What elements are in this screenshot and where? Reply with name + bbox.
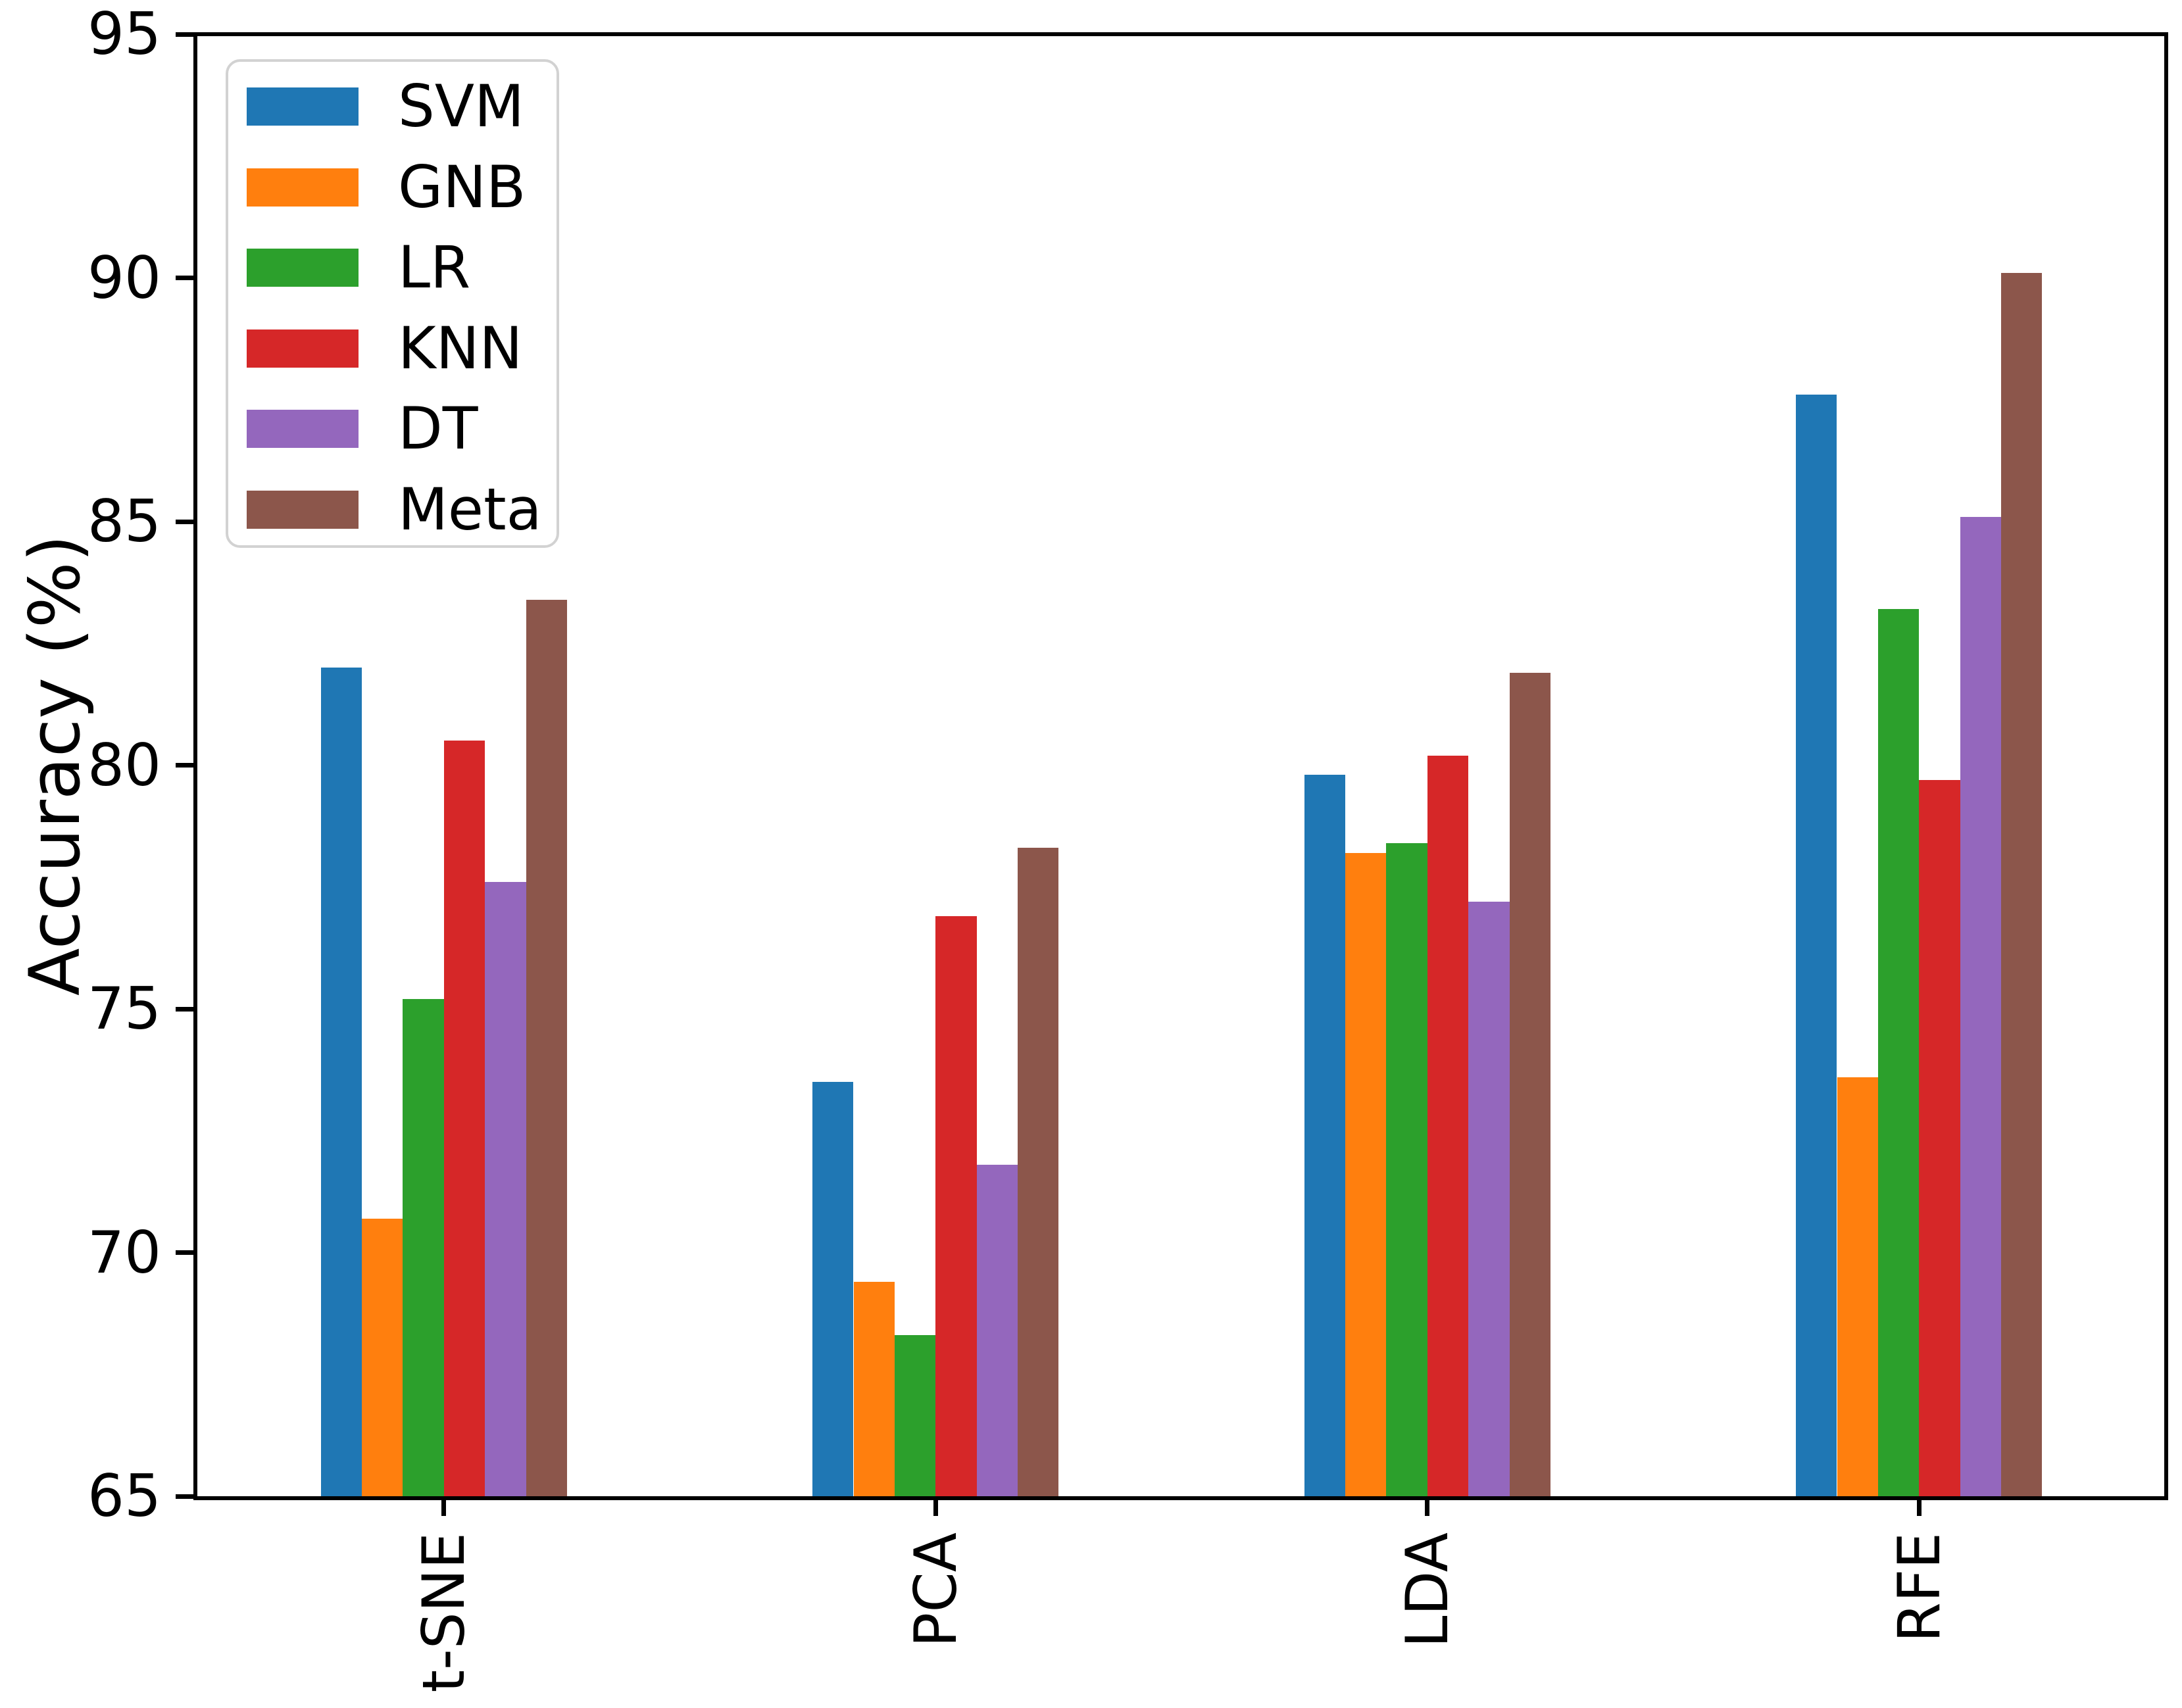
x-tick-label-tsne: t-SNE [410,1532,478,1693]
bar-rfe-gnb [1837,1077,1878,1498]
legend-swatch-lr [247,249,359,287]
bar-pca-dt [976,1165,1018,1498]
bar-rfe-lr [1877,609,1920,1498]
legend-label-lr: LR [398,233,471,301]
bar-tsne-svm [320,668,362,1498]
legend-swatch-dt [247,410,359,448]
y-tick-mark-95 [176,32,195,37]
bar-lda-lr [1386,843,1427,1498]
bar-tsne-knn [443,741,485,1498]
y-tick-label-95: 95 [87,0,161,68]
bar-tsne-gnb [362,1218,403,1498]
bar-rfe-meta [2001,273,2043,1498]
legend-entry-dt: DT [247,400,478,458]
legend-swatch-meta [247,490,359,529]
bar-tsne-dt [485,882,526,1498]
bar-rfe-svm [1796,395,1837,1498]
x-tick-label-rfe: RFE [1885,1532,1953,1643]
x-tick-label-pca: PCA [901,1532,970,1647]
legend-label-svm: SVM [398,72,524,140]
y-tick-label-90: 90 [87,243,161,312]
legend-label-meta: Meta [398,475,542,543]
legend-entry-lr: LR [247,239,470,297]
y-tick-mark-75 [176,1006,195,1012]
bar-pca-knn [935,916,977,1498]
y-tick-label-80: 80 [87,731,161,799]
x-tick-label-box: PCA [886,1532,985,1647]
bar-lda-svm [1304,775,1345,1498]
legend-label-dt: DT [398,395,478,462]
x-tick-label-box: LDA [1378,1532,1477,1647]
bar-lda-gnb [1345,852,1387,1498]
bar-pca-gnb [853,1281,895,1498]
y-tick-label-85: 85 [87,487,161,555]
y-tick-mark-70 [176,1250,195,1255]
legend-swatch-gnb [247,168,359,207]
bar-lda-knn [1427,755,1469,1498]
legend-swatch-knn [247,329,359,368]
bar-tsne-lr [403,999,444,1498]
x-tick-mark-pca [933,1496,938,1516]
legend-swatch-svm [247,87,359,126]
x-tick-label-box: RFE [1870,1532,1968,1642]
bar-pca-meta [1018,848,1059,1498]
x-tick-label-lda: LDA [1393,1532,1462,1648]
bar-tsne-meta [526,599,567,1498]
y-tick-label-65: 65 [87,1462,161,1530]
legend-entry-knn: KNN [247,319,522,377]
legend-entry-gnb: GNB [247,158,526,216]
bar-rfe-dt [1960,516,2002,1498]
legend: SVM GNB LR KNN DT Meta [226,59,559,548]
bar-lda-dt [1468,901,1510,1498]
bar-pca-lr [894,1335,936,1498]
legend-label-knn: KNN [398,314,523,382]
legend-entry-svm: SVM [247,78,524,135]
bar-rfe-knn [1919,779,1960,1498]
x-tick-mark-rfe [1916,1496,1922,1516]
legend-entry-meta: Meta [247,480,542,538]
legend-label-gnb: GNB [398,153,526,221]
bar-lda-meta [1509,672,1550,1498]
x-tick-mark-tsne [441,1496,447,1516]
x-tick-mark-lda [1425,1496,1430,1516]
y-tick-mark-85 [176,519,195,524]
y-tick-label-75: 75 [87,975,161,1042]
y-tick-mark-90 [176,276,195,280]
y-tick-mark-65 [176,1494,195,1499]
x-tick-label-box: t-SNE [395,1532,493,1693]
bar-pca-svm [812,1082,854,1498]
y-tick-mark-80 [176,763,195,768]
y-tick-label-70: 70 [87,1218,161,1286]
